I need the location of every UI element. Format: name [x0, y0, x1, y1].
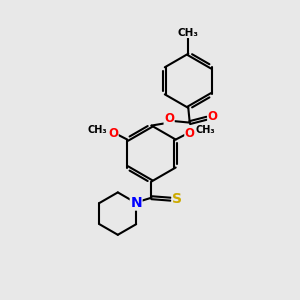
Text: CH₃: CH₃: [178, 28, 199, 38]
Text: CH₃: CH₃: [88, 124, 108, 134]
Text: O: O: [108, 127, 118, 140]
Text: O: O: [164, 112, 174, 125]
Text: S: S: [172, 192, 182, 206]
Text: O: O: [208, 110, 218, 123]
Text: O: O: [185, 127, 195, 140]
Text: N: N: [130, 196, 142, 210]
Text: CH₃: CH₃: [195, 124, 215, 134]
